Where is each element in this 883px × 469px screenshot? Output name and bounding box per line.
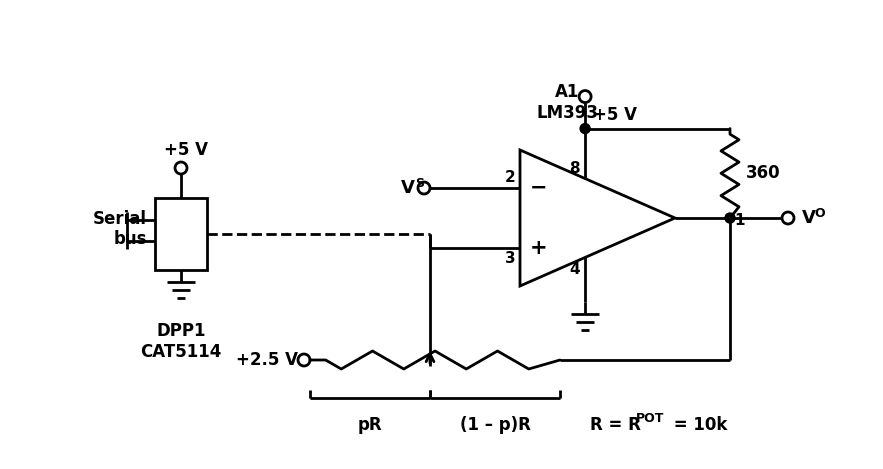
Text: 2: 2	[505, 170, 516, 185]
Text: = 10k: = 10k	[668, 416, 728, 434]
Text: +: +	[530, 238, 547, 258]
Text: 4: 4	[570, 263, 580, 278]
Text: 8: 8	[570, 160, 580, 175]
Text: +2.5 V: +2.5 V	[236, 351, 298, 369]
Text: A1
LM393: A1 LM393	[537, 83, 599, 122]
Text: 360: 360	[746, 164, 781, 182]
Text: DPP1
CAT5114: DPP1 CAT5114	[140, 322, 222, 361]
Text: +5 V: +5 V	[593, 106, 638, 123]
Circle shape	[580, 123, 590, 134]
Text: Serial
bus: Serial bus	[93, 210, 147, 249]
Text: POT: POT	[636, 412, 664, 425]
Text: O: O	[814, 206, 825, 219]
Text: R = R: R = R	[590, 416, 641, 434]
Text: 1: 1	[734, 213, 744, 228]
Text: +5 V: +5 V	[164, 141, 208, 159]
Text: V: V	[802, 209, 816, 227]
Circle shape	[725, 213, 735, 223]
Text: (1 – p)R: (1 – p)R	[459, 416, 531, 434]
Text: S: S	[415, 176, 424, 189]
Text: V: V	[401, 179, 415, 197]
Text: −: −	[530, 178, 547, 198]
Text: 3: 3	[505, 251, 516, 266]
Bar	[155, 198, 207, 270]
Text: pR: pR	[358, 416, 382, 434]
